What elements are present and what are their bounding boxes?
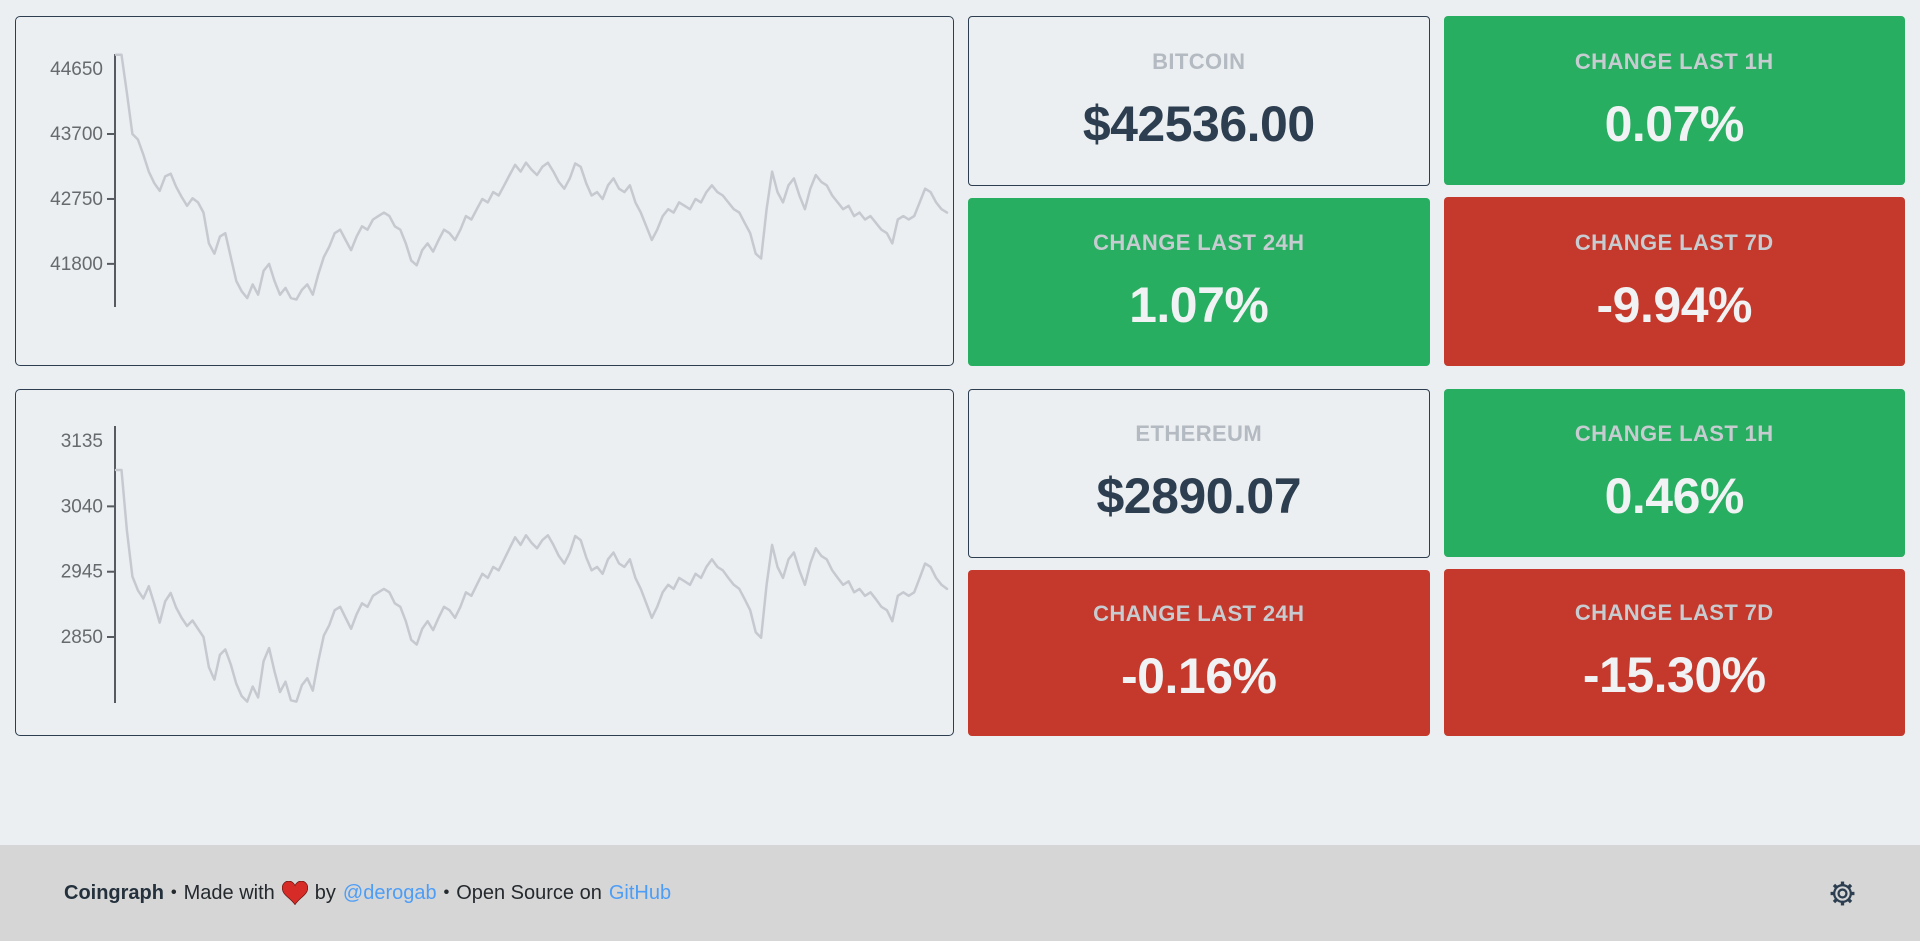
bitcoin-change-1h-card: CHANGE LAST 1H 0.07%	[1443, 16, 1905, 185]
ethereum-price-column: ETHEREUM $2890.07 CHANGE LAST 24H -0.16%	[968, 389, 1430, 736]
svg-text:41800: 41800	[50, 254, 103, 275]
change-7d-label: CHANGE LAST 7D	[1574, 600, 1774, 626]
brand-name: Coingraph	[64, 881, 164, 904]
bitcoin-price-value: $42536.00	[1082, 96, 1315, 152]
ethereum-price-card: ETHEREUM $2890.07	[968, 389, 1430, 558]
ethereum-change-24h-card: CHANGE LAST 24H -0.16%	[968, 569, 1430, 736]
svg-text:3135: 3135	[61, 431, 103, 452]
coin-name-label: BITCOIN	[1152, 49, 1246, 74]
svg-text:43700: 43700	[50, 124, 103, 145]
bitcoin-change-7d-card: CHANGE LAST 7D -9.94%	[1443, 197, 1905, 366]
ethereum-change-7d-value: -15.30%	[1582, 647, 1766, 704]
footer-bar: Coingraph • Made with by @derogab • Open…	[0, 845, 1920, 941]
coin-name-label: ETHEREUM	[1135, 421, 1263, 447]
bullet-separator: •	[171, 884, 177, 901]
change-1h-label: CHANGE LAST 1H	[1574, 420, 1774, 446]
change-24h-label: CHANGE LAST 24H	[1093, 600, 1305, 626]
by-text: by	[314, 881, 336, 904]
ethereum-change-1h-card: CHANGE LAST 1H 0.46%	[1443, 389, 1905, 557]
bitcoin-price-column: BITCOIN $42536.00 CHANGE LAST 24H 1.07%	[968, 16, 1430, 366]
ethereum-change-7d-card: CHANGE LAST 7D -15.30%	[1443, 568, 1905, 736]
svg-text:2945: 2945	[61, 562, 103, 583]
bitcoin-change-7d-value: -9.94%	[1596, 276, 1753, 333]
open-source-text: Open Source on	[456, 881, 602, 904]
change-7d-label: CHANGE LAST 7D	[1574, 229, 1774, 255]
made-with-text: Made with	[183, 881, 275, 904]
ethereum-chart-panel: 3135 3040 2945 2850	[15, 389, 954, 736]
gear-icon[interactable]	[1829, 880, 1856, 907]
ethereum-price-chart: 3135 3040 2945 2850	[61, 426, 949, 703]
svg-text:2850: 2850	[61, 627, 103, 648]
bitcoin-price-chart: 44650 43700 42750 41800	[50, 53, 949, 307]
dashboard-grid: 44650 43700 42750 41800 BITCOIN $42536.00 C…	[15, 16, 1905, 736]
svg-text:3040: 3040	[61, 496, 103, 517]
ethereum-change-1h-value: 0.46%	[1604, 467, 1745, 524]
bitcoin-change-1h-value: 0.07%	[1604, 95, 1745, 152]
svg-text:42750: 42750	[50, 189, 103, 210]
svg-text:44650: 44650	[50, 59, 103, 80]
change-1h-label: CHANGE LAST 1H	[1574, 48, 1774, 74]
bitcoin-change-24h-value: 1.07%	[1129, 277, 1269, 333]
ethereum-price-value: $2890.07	[1096, 468, 1302, 525]
bitcoin-price-card: BITCOIN $42536.00	[968, 16, 1430, 186]
bitcoin-change-column: CHANGE LAST 1H 0.07% CHANGE LAST 7D -9.9…	[1443, 16, 1905, 366]
ethereum-change-column: CHANGE LAST 1H 0.46% CHANGE LAST 7D -15.…	[1443, 389, 1905, 736]
github-link[interactable]: GitHub	[608, 881, 672, 904]
change-24h-label: CHANGE LAST 24H	[1093, 230, 1305, 255]
ethereum-change-24h-value: -0.16%	[1121, 647, 1277, 704]
author-link[interactable]: @derogab	[342, 881, 437, 904]
heart-icon	[281, 881, 308, 905]
bitcoin-chart-panel: 44650 43700 42750 41800	[15, 16, 954, 366]
bullet-separator: •	[443, 884, 450, 901]
bitcoin-change-24h-card: CHANGE LAST 24H 1.07%	[968, 198, 1430, 366]
footer-credits: Coingraph • Made with by @derogab • Open…	[64, 881, 671, 905]
